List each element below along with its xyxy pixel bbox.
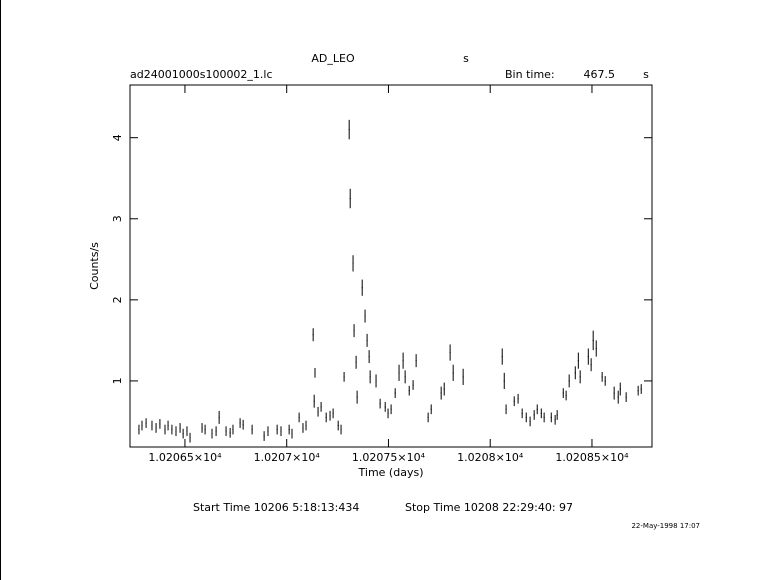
x-tick-label: 1.02065×10⁴ (148, 451, 222, 464)
plot-frame (129, 84, 653, 448)
y-tick-label: 4 (111, 134, 124, 141)
x-tick-label: 1.02075×10⁴ (352, 451, 426, 464)
x-axis-label: Time (days) (358, 466, 424, 479)
x-tick-label: 1.02085×10⁴ (555, 451, 629, 464)
y-axis-label: Counts/s (88, 242, 101, 290)
stop-time: Stop Time 10208 22:29:40: 97 (405, 501, 573, 514)
y-tick-label: 1 (111, 377, 124, 384)
x-tick-label: 1.0207×10⁴ (254, 451, 321, 464)
title-unit: s (463, 52, 469, 65)
chart-title: AD_LEO (311, 52, 355, 65)
x-tick-label: 1.0208×10⁴ (457, 451, 524, 464)
file-name: ad24001000s100002_1.lc (130, 68, 273, 81)
bin-time-label: Bin time: (505, 68, 555, 81)
plot-date: 22-May-1998 17:07 (631, 522, 700, 530)
bin-time: 467.5 (584, 68, 616, 81)
y-tick-label: 2 (111, 296, 124, 303)
bin-time-unit: s (643, 68, 649, 81)
y-tick-label: 3 (111, 215, 124, 222)
start-time: Start Time 10206 5:18:13:434 (193, 501, 359, 514)
